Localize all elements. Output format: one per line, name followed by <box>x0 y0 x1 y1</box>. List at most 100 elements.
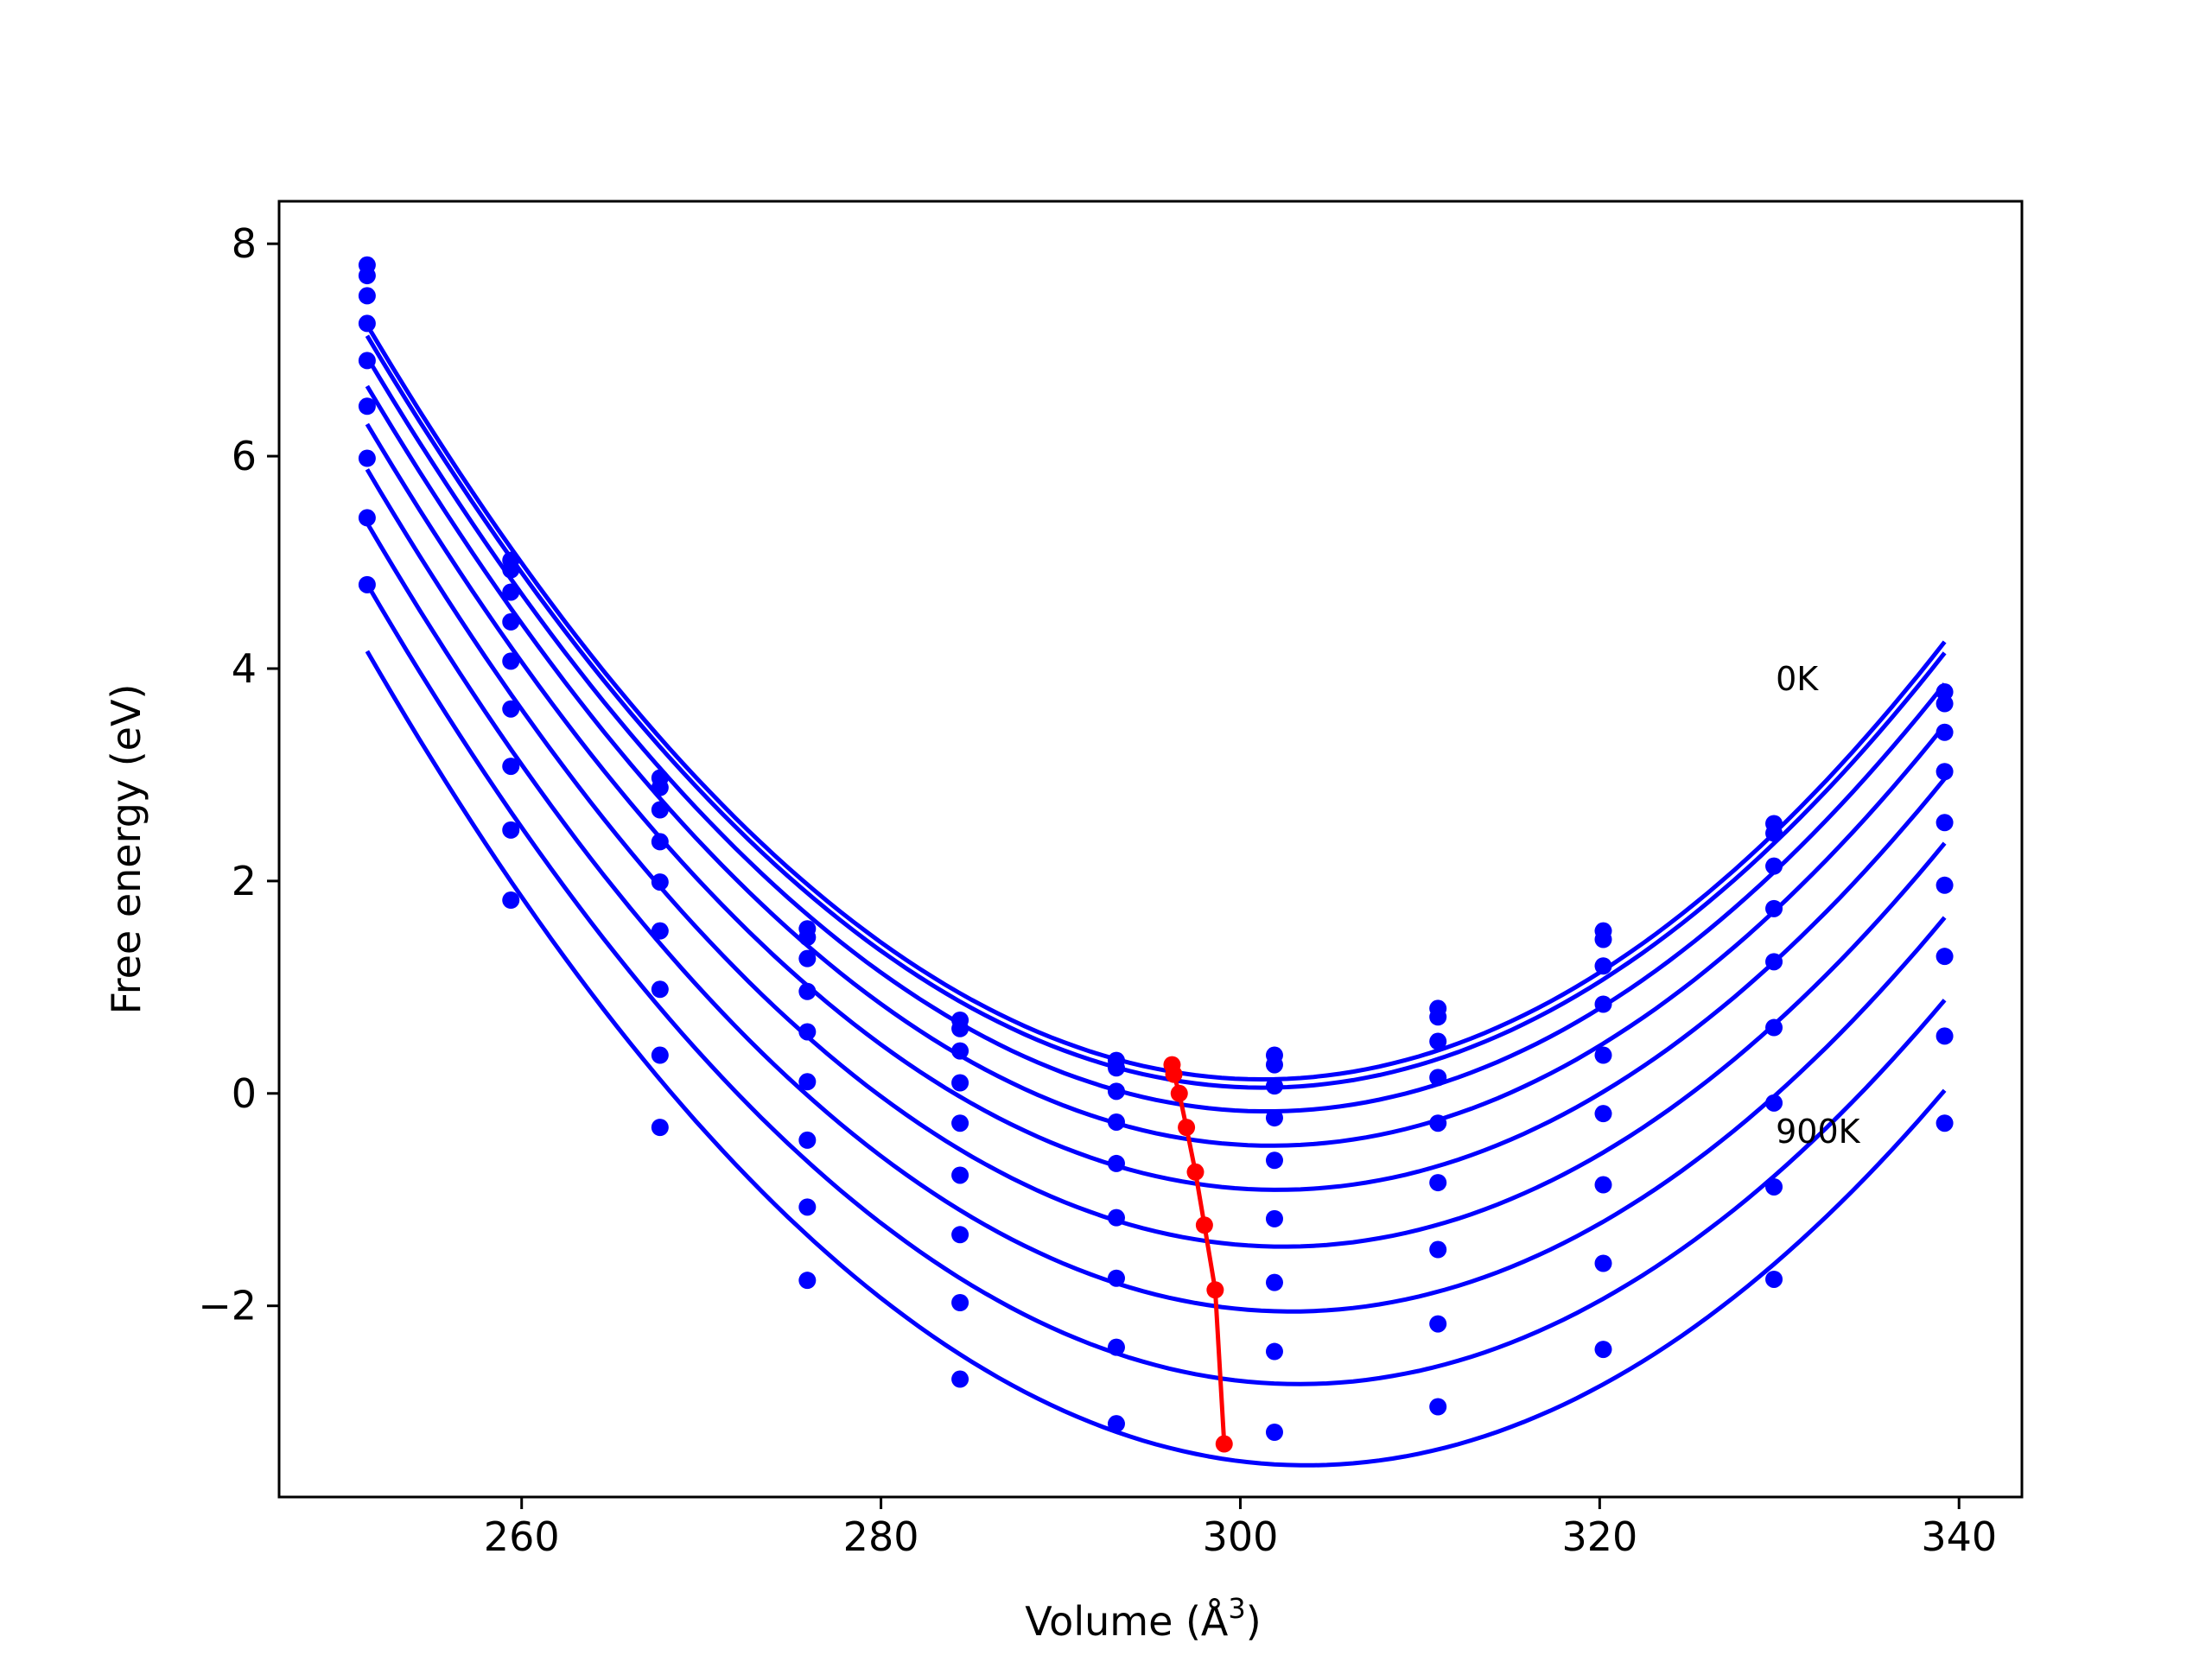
data-point <box>1765 1270 1783 1288</box>
data-point <box>651 1046 669 1064</box>
x-axis-ticks: 260 280 300 320 340 <box>484 1497 1997 1560</box>
series-curves <box>365 324 1947 1468</box>
data-point <box>1429 1240 1447 1259</box>
data-point <box>651 801 669 819</box>
data-point <box>951 1114 969 1132</box>
data-point <box>1265 1273 1283 1291</box>
data-point <box>951 1042 969 1060</box>
x-tick-label: 280 <box>843 1513 919 1560</box>
x-tick-label: 320 <box>1561 1513 1637 1560</box>
data-point <box>1107 1415 1125 1433</box>
data-point <box>1107 1269 1125 1287</box>
data-point <box>1107 1208 1125 1227</box>
y-axis-ticks: −2 0 2 4 6 8 <box>198 220 279 1329</box>
data-point <box>651 778 669 796</box>
data-point <box>798 1073 817 1091</box>
data-point <box>1594 995 1612 1013</box>
annotation-label: 0K <box>1776 660 1819 698</box>
data-point <box>1265 1342 1283 1361</box>
data-point <box>1429 1114 1447 1132</box>
data-point <box>1936 723 1954 741</box>
minimum-point <box>1186 1163 1205 1181</box>
minimum-point <box>1206 1281 1224 1299</box>
y-tick-label: 0 <box>232 1070 257 1117</box>
data-point <box>1594 930 1612 948</box>
series-curve-6 <box>365 522 1947 1314</box>
y-tick-label: 6 <box>232 433 257 479</box>
data-point <box>502 612 520 631</box>
data-point <box>1429 1174 1447 1192</box>
data-point <box>951 1294 969 1311</box>
data-point <box>358 449 376 467</box>
data-point <box>1594 1046 1612 1064</box>
data-point <box>798 1198 817 1216</box>
series-points <box>358 256 1954 1441</box>
data-point <box>1594 957 1612 975</box>
data-point <box>1107 1338 1125 1356</box>
data-point <box>1265 1424 1283 1441</box>
y-axis-label: Free energy (eV) <box>103 684 149 1015</box>
y-tick-label: −2 <box>198 1283 257 1329</box>
data-point <box>1594 1105 1612 1123</box>
data-point <box>358 287 376 305</box>
x-tick-label: 260 <box>484 1513 560 1560</box>
data-point <box>1107 1154 1125 1172</box>
data-point <box>798 949 817 967</box>
data-point <box>1265 1077 1283 1095</box>
data-point <box>358 575 376 593</box>
series-curve-0 <box>365 324 1947 1082</box>
data-point <box>1936 1027 1954 1045</box>
data-point <box>1107 1082 1125 1101</box>
annotations: 0K 900K <box>1776 660 1861 1151</box>
series-curve-3 <box>365 384 1947 1148</box>
series-curve-8 <box>365 650 1947 1468</box>
data-point <box>1429 1008 1447 1026</box>
data-point <box>651 980 669 999</box>
annotation-label: 900K <box>1776 1113 1861 1151</box>
data-point <box>502 700 520 718</box>
data-point <box>358 267 376 285</box>
minimum-point <box>1170 1084 1188 1102</box>
data-point <box>1936 948 1954 966</box>
data-point <box>1107 1059 1125 1077</box>
data-point <box>1594 1254 1612 1272</box>
series-curve-4 <box>365 422 1947 1192</box>
y-tick-label: 2 <box>232 858 257 904</box>
data-point <box>502 758 520 776</box>
data-point <box>951 1166 969 1184</box>
y-tick-label: 4 <box>232 645 257 692</box>
x-tick-label: 340 <box>1921 1513 1997 1560</box>
data-point <box>1765 857 1783 875</box>
data-point <box>1594 1176 1612 1194</box>
data-point <box>798 1023 817 1041</box>
data-point <box>1594 1341 1612 1359</box>
x-axis-label: Volume (Å3) <box>1025 1592 1261 1645</box>
data-point <box>951 1370 969 1388</box>
data-point <box>358 509 376 527</box>
data-point <box>1429 1032 1447 1050</box>
series-curve-2 <box>365 356 1947 1113</box>
series-curve-1 <box>365 334 1947 1090</box>
data-point <box>502 652 520 670</box>
x-tick-label: 300 <box>1203 1513 1279 1560</box>
data-point <box>1936 1114 1954 1132</box>
data-point <box>1765 953 1783 971</box>
data-point <box>358 352 376 370</box>
data-point <box>1936 814 1954 832</box>
data-point <box>1936 763 1954 781</box>
minimum-point <box>1195 1216 1213 1234</box>
data-point <box>1765 1018 1783 1037</box>
data-point <box>1107 1113 1125 1131</box>
data-point <box>651 1119 669 1137</box>
data-point <box>1265 1056 1283 1074</box>
data-point <box>1936 695 1954 713</box>
data-point <box>358 314 376 333</box>
data-point <box>502 561 520 579</box>
series-curve-5 <box>365 468 1947 1249</box>
data-point <box>1429 1398 1447 1416</box>
data-point <box>502 583 520 601</box>
data-point <box>1265 1109 1283 1127</box>
data-point <box>502 821 520 839</box>
